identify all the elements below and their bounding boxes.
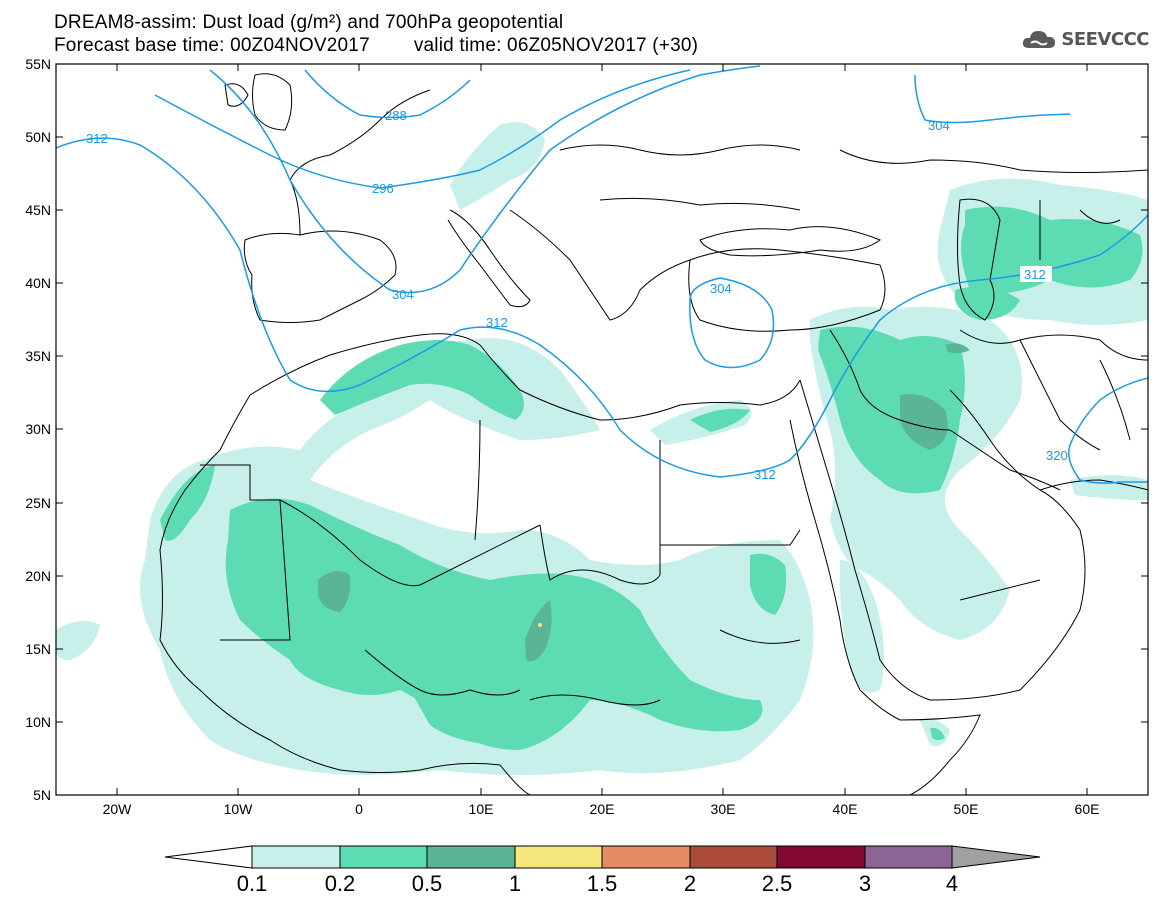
colorbar-bin — [514, 845, 603, 869]
colorbar-bin — [601, 845, 691, 869]
lat-label: 55N — [25, 56, 51, 72]
colorbar: 0.1 0.2 0.5 1 1.5 2 3 4 2.5 — [164, 845, 1041, 896]
contour-label: 304 — [392, 287, 414, 302]
contour-label: 320 — [1046, 448, 1068, 463]
colorbar-bin — [864, 845, 953, 869]
contour-label: 296 — [372, 181, 394, 196]
dust-area-redsea — [840, 560, 884, 693]
lat-label: 50N — [25, 129, 51, 145]
colorbar-bin — [776, 845, 866, 869]
dust-core-sudan — [750, 553, 787, 615]
lat-label: 25N — [25, 495, 51, 511]
dust-core-caspian — [961, 206, 1143, 294]
colorbar-label: 1.5 — [587, 871, 618, 896]
forecast-times: Forecast base time: 00Z04NOV2017 valid ti… — [54, 35, 698, 56]
dust-core-egypt — [690, 408, 750, 432]
colorbar-label: 2.5 — [762, 871, 793, 896]
colorbar-label: 0.5 — [412, 871, 443, 896]
axis-ticks — [56, 63, 1148, 796]
cloud-icon — [1023, 31, 1056, 48]
contour-label: 312 — [754, 467, 776, 482]
lat-label: 45N — [25, 202, 51, 218]
dust-core-turkmen — [955, 286, 1020, 320]
lat-label: 20N — [25, 568, 51, 584]
colorbar-high-arrow — [951, 845, 1041, 869]
contour-320 — [1068, 377, 1148, 484]
dust-area-westcoast — [56, 621, 100, 660]
colorbar-label: 4 — [946, 871, 958, 896]
dust-area-france — [450, 122, 545, 210]
dust-core-sahel — [225, 498, 763, 750]
lat-label: 30N — [25, 421, 51, 437]
valid-time-label: valid time: 06Z05NOV2017 (+30) — [413, 35, 699, 56]
geopotential-contours — [56, 65, 1148, 484]
lon-label: 20W — [103, 801, 133, 817]
dust-core-iraq — [818, 326, 965, 494]
contour-296 — [154, 69, 691, 189]
dust-peak-iran — [945, 343, 970, 354]
dust-core-tunisia — [320, 340, 524, 420]
colorbar-label: 2 — [684, 871, 696, 896]
contour-label: 312 — [1024, 267, 1046, 282]
logo-text: SEEVCCC — [1061, 28, 1149, 50]
colorbar-bin — [426, 845, 516, 869]
longitude-labels: 20W 10W 0 10E 20E 30E 40E 50E 60E — [103, 801, 1100, 817]
lon-label: 50E — [954, 801, 979, 817]
dust-core-somalia — [930, 727, 945, 740]
lat-label: 15N — [25, 641, 51, 657]
dust-core-westafrica — [160, 465, 215, 541]
colorbar-label: 0.1 — [237, 871, 268, 896]
coastlines — [159, 73, 1148, 795]
lat-label: 40N — [25, 275, 51, 291]
lat-label: 10N — [25, 714, 51, 730]
lat-label: 35N — [25, 348, 51, 364]
colorbar-label: 3 — [859, 871, 871, 896]
dust-core-nigeria — [410, 669, 530, 745]
contour-304-east — [914, 74, 1071, 124]
dust-peak-iraq — [900, 394, 948, 450]
dust-peak-chad — [525, 600, 552, 662]
contour-304-ring — [689, 277, 775, 369]
colorbar-label: 1 — [509, 871, 521, 896]
contour-label: 312 — [486, 315, 508, 330]
lon-label: 60E — [1075, 801, 1100, 817]
colorbar-low-arrow — [164, 845, 253, 869]
lon-label: 20E — [590, 801, 615, 817]
lon-label: 0 — [355, 801, 363, 817]
colorbar-label: 0.2 — [325, 871, 356, 896]
contour-label: 312 — [86, 131, 108, 146]
dust-max-point — [538, 623, 542, 627]
colorbar-bin — [251, 845, 341, 869]
map-title: DREAM8-assim: Dust load (g/m²) and 700hP… — [54, 12, 564, 33]
colorbar-bin — [689, 845, 778, 869]
colorbar-bin — [339, 845, 428, 869]
contour-312-main — [56, 137, 1148, 478]
latitude-labels: 55N 50N 45N 40N 35N 30N 25N 20N 15N 10N … — [25, 56, 51, 803]
contour-label: 288 — [385, 108, 407, 123]
contour-labels: 312 296 288 304 304 312 312 304 312 320 — [86, 108, 1068, 482]
contour-label: 304 — [710, 281, 732, 296]
lon-label: 30E — [711, 801, 736, 817]
contour-label: 304 — [928, 118, 950, 133]
contour-304-west — [209, 65, 761, 294]
seevccc-logo: SEEVCCC — [1021, 28, 1149, 50]
lon-label: 10E — [469, 801, 494, 817]
lat-label: 5N — [33, 787, 51, 803]
lon-label: 40E — [833, 801, 858, 817]
dust-shading — [56, 122, 1148, 775]
dust-peak-mali — [318, 571, 351, 612]
contour-label-background — [1020, 266, 1052, 282]
lon-label: 10W — [224, 801, 254, 817]
base-time-label: Forecast base time: 00Z04NOV2017 — [54, 35, 370, 56]
contour-288 — [304, 69, 471, 119]
